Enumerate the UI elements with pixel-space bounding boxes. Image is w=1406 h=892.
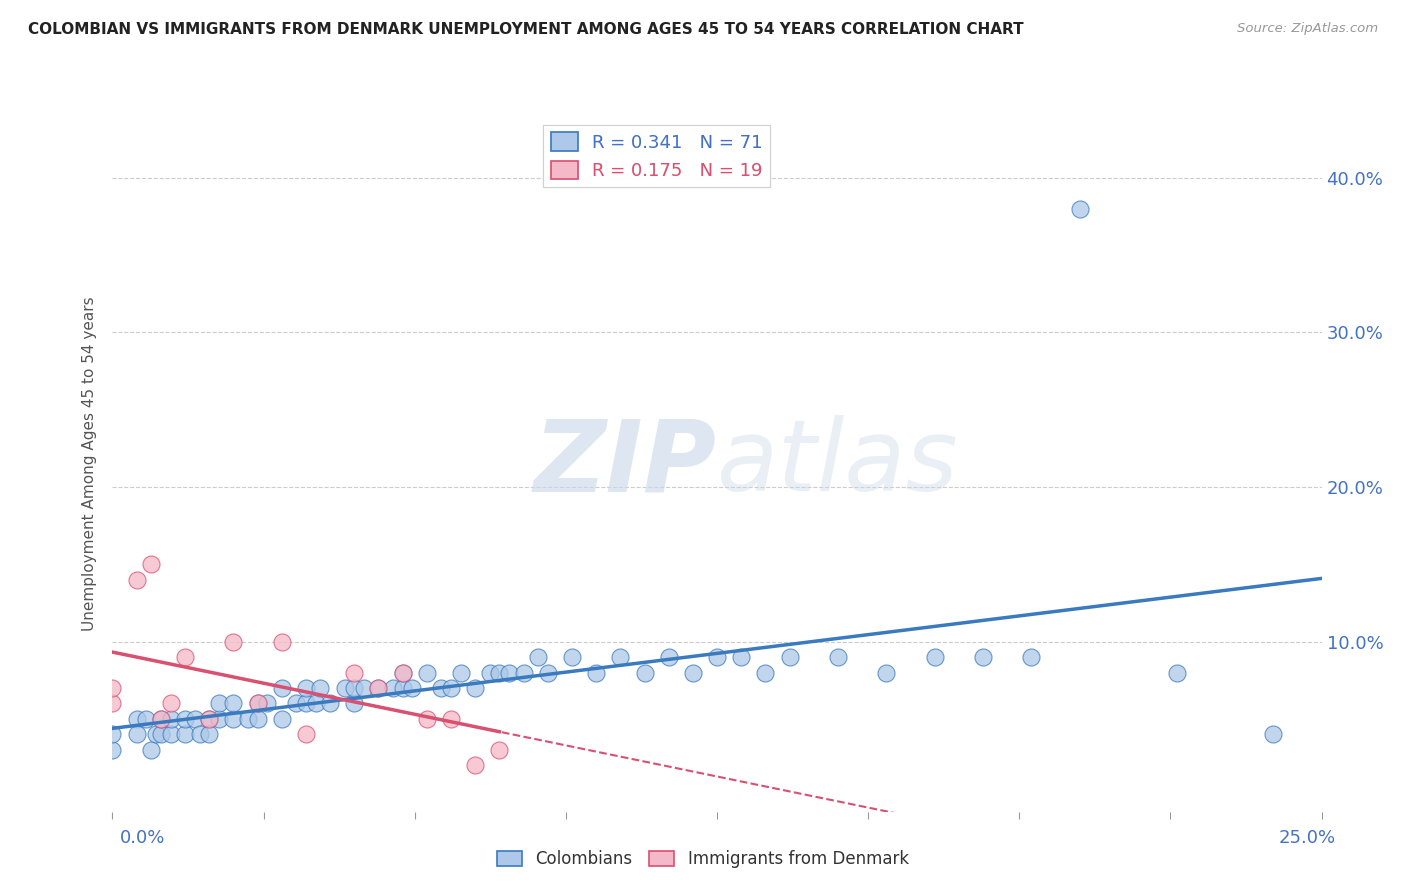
Point [779,650,801,665]
Point [145,727,167,741]
Point [246,697,269,711]
Point [488,743,510,757]
Point [343,697,366,711]
Point [391,665,413,680]
Text: Source: ZipAtlas.com: Source: ZipAtlas.com [1237,22,1378,36]
Point [440,681,463,695]
Point [125,727,148,741]
Point [367,681,389,695]
Point [512,665,534,680]
Point [174,727,197,741]
Text: 0.0%: 0.0% [120,829,165,847]
Point [464,758,486,772]
Point [754,665,776,680]
Point [236,712,259,726]
Point [295,727,318,741]
Point [222,697,245,711]
Point [440,712,463,726]
Point [125,712,148,726]
Point [391,681,413,695]
Legend: Colombians, Immigrants from Denmark: Colombians, Immigrants from Denmark [491,844,915,875]
Point [101,681,124,695]
Point [343,665,366,680]
Point [1021,650,1043,665]
Point [246,712,269,726]
Point [208,697,231,711]
Point [198,712,221,726]
Point [488,665,510,680]
Point [343,681,366,695]
Point [527,650,550,665]
Point [309,681,332,695]
Point [295,697,318,711]
Point [159,712,181,726]
Point [682,665,704,680]
Point [256,697,278,711]
Point [972,650,994,665]
Point [416,712,439,726]
Point [537,665,560,680]
Point [295,681,318,695]
Point [827,650,849,665]
Text: ZIP: ZIP [534,416,717,512]
Point [101,743,124,757]
Point [730,650,752,665]
Point [924,650,946,665]
Text: COLOMBIAN VS IMMIGRANTS FROM DENMARK UNEMPLOYMENT AMONG AGES 45 TO 54 YEARS CORR: COLOMBIAN VS IMMIGRANTS FROM DENMARK UNE… [28,22,1024,37]
Point [706,650,728,665]
Point [367,681,389,695]
Point [188,727,211,741]
Point [353,681,375,695]
Point [498,665,520,680]
Point [159,727,181,741]
Point [183,712,205,726]
Point [246,697,269,711]
Point [159,697,181,711]
Point [141,743,163,757]
Point [1166,665,1188,680]
Point [478,665,501,680]
Point [585,665,607,680]
Point [464,681,486,695]
Point [270,712,292,726]
Point [391,665,413,680]
Point [222,712,245,726]
Text: atlas: atlas [717,416,959,512]
Point [149,712,172,726]
Point [198,727,221,741]
Point [450,665,472,680]
Point [101,727,124,741]
Point [208,712,231,726]
Point [333,681,356,695]
Point [149,727,172,741]
Point [382,681,405,695]
Point [1069,202,1091,216]
Point [609,650,631,665]
Point [1263,727,1285,741]
Point [430,681,453,695]
Point [135,712,157,726]
Point [125,573,148,587]
Point [416,665,439,680]
Point [270,634,292,648]
Point [222,634,245,648]
Point [198,712,221,726]
Point [149,712,172,726]
Point [561,650,583,665]
Point [875,665,897,680]
Point [174,650,197,665]
Text: 25.0%: 25.0% [1278,829,1336,847]
Point [658,650,681,665]
Point [174,712,197,726]
Point [304,697,326,711]
Legend: R = 0.341   N = 71, R = 0.175   N = 19: R = 0.341 N = 71, R = 0.175 N = 19 [543,125,770,187]
Point [270,681,292,695]
Point [633,665,655,680]
Point [285,697,308,711]
Point [101,697,124,711]
Point [141,558,163,572]
Y-axis label: Unemployment Among Ages 45 to 54 years: Unemployment Among Ages 45 to 54 years [82,296,97,632]
Point [319,697,342,711]
Point [401,681,423,695]
